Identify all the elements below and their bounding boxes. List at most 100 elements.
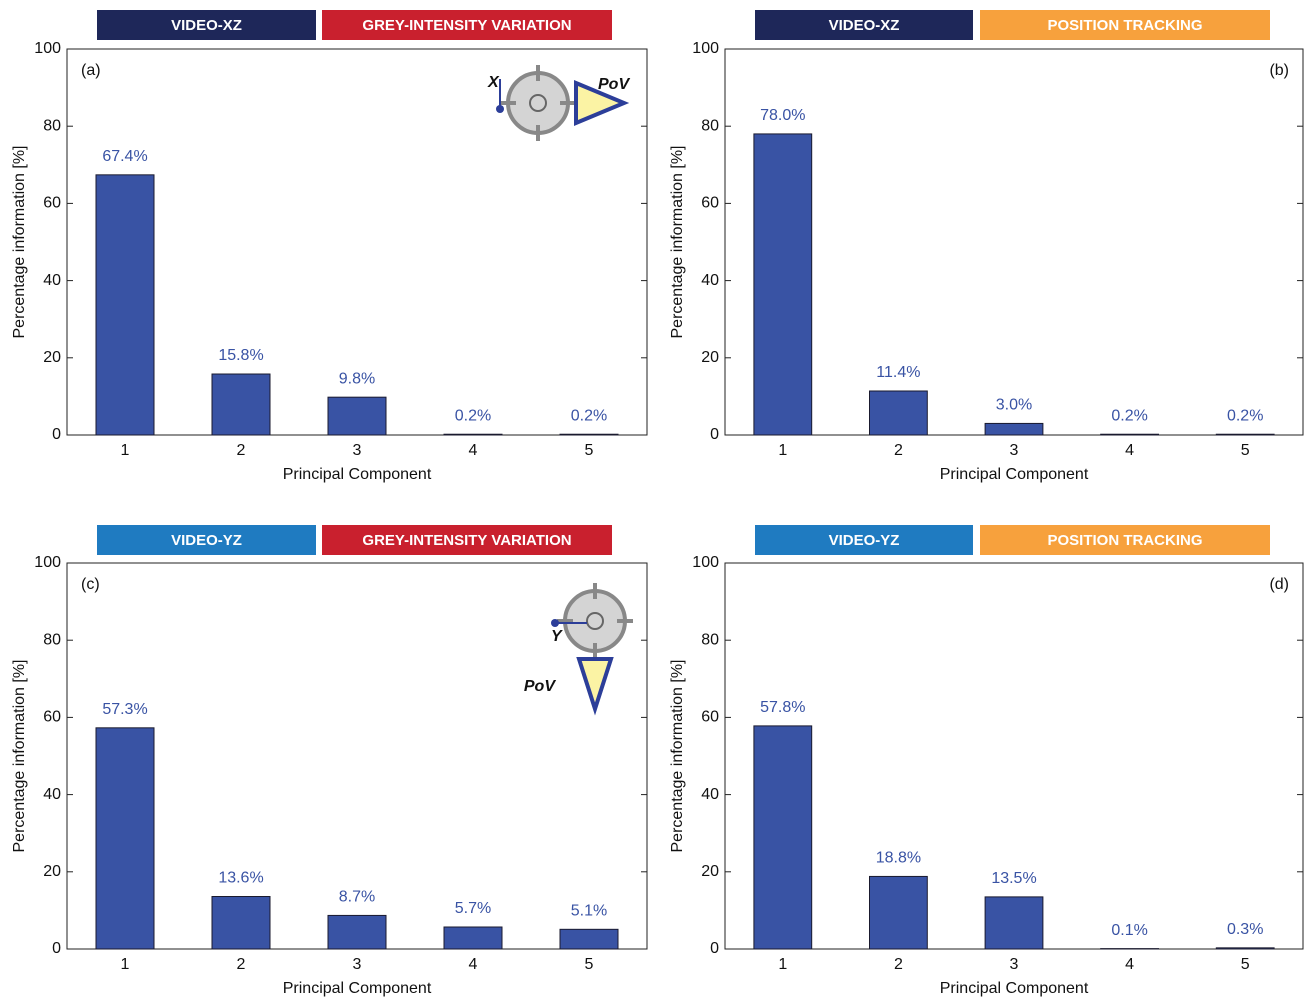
- bar: [559, 433, 619, 436]
- value-label: 13.6%: [218, 870, 263, 887]
- bar: [95, 727, 155, 950]
- y-tick-label: 80: [43, 117, 61, 134]
- icon-pov: [574, 80, 630, 126]
- y-tick-label: 60: [43, 195, 61, 212]
- x-tick-label: 3: [353, 442, 362, 459]
- x-tick-label: 3: [1010, 956, 1019, 973]
- banner-text: VIDEO-XZ: [171, 17, 242, 34]
- panel-label: (a): [81, 62, 101, 79]
- y-tick-label: 20: [701, 349, 719, 366]
- value-label: 13.5%: [991, 870, 1036, 887]
- plot-area: [724, 48, 1304, 436]
- x-axis-label: Principal Component: [283, 466, 432, 483]
- y-tick-label: 80: [43, 631, 61, 648]
- value-label: 8.7%: [339, 889, 375, 906]
- value-label: 9.8%: [339, 370, 375, 387]
- value-label: 0.2%: [571, 407, 607, 424]
- value-label: 0.1%: [1111, 922, 1147, 939]
- banner-text: VIDEO-YZ: [171, 532, 242, 549]
- bar: [211, 373, 271, 436]
- bar: [984, 422, 1044, 436]
- x-tick-label: 1: [778, 956, 787, 973]
- panel-label: (d): [1269, 576, 1289, 593]
- bar: [95, 174, 155, 436]
- icon: X PoV: [487, 65, 630, 141]
- value-label: 0.3%: [1227, 921, 1263, 938]
- x-tick-label: 1: [121, 442, 130, 459]
- x-tick-label: 4: [1125, 956, 1134, 973]
- banner: [322, 10, 612, 40]
- y-tick-label: 100: [34, 554, 61, 571]
- banner: [755, 525, 973, 555]
- bar: [443, 433, 503, 436]
- banner: [980, 10, 1270, 40]
- y-tick-label: 60: [701, 709, 719, 726]
- x-tick-label: 4: [469, 956, 478, 973]
- y-tick-label: 80: [701, 117, 719, 134]
- bar: [753, 133, 813, 436]
- y-tick-label: 80: [701, 631, 719, 648]
- y-tick-label: 20: [43, 349, 61, 366]
- banner: [755, 10, 973, 40]
- icon-dot: [551, 619, 559, 627]
- icon-pov-label: PoV: [524, 678, 556, 695]
- bar: [869, 390, 928, 436]
- x-tick-label: 5: [1241, 956, 1250, 973]
- value-label: 0.2%: [1111, 407, 1147, 424]
- icon: Y PoV: [524, 583, 633, 716]
- x-axis-label: Principal Component: [940, 466, 1089, 483]
- bar: [443, 926, 503, 950]
- banner-text: GREY-INTENSITY VARIATION: [362, 17, 571, 34]
- bar: [1215, 433, 1275, 436]
- x-tick-label: 5: [1241, 442, 1250, 459]
- x-tick-label: 2: [237, 442, 246, 459]
- x-axis-label: Principal Component: [283, 980, 432, 997]
- banner-text: POSITION TRACKING: [1047, 532, 1202, 549]
- y-tick-label: 100: [692, 554, 719, 571]
- y-tick-label: 0: [52, 940, 61, 957]
- y-tick-label: 0: [710, 426, 719, 443]
- bar: [559, 928, 619, 950]
- panel: VIDEO-YZ GREY-INTENSITY VARIATION 0 20 40 60 8…: [11, 525, 648, 997]
- x-tick-label: 5: [585, 956, 594, 973]
- bar: [869, 875, 928, 950]
- value-label: 67.4%: [102, 148, 147, 165]
- banner: [97, 10, 316, 40]
- panel: VIDEO-YZ POSITION TRACKING 0 20 40 60 80 100 57.…: [669, 525, 1304, 997]
- y-tick-label: 40: [701, 786, 719, 803]
- x-tick-label: 1: [121, 956, 130, 973]
- panel-label: (c): [81, 576, 100, 593]
- y-axis-label: Percentage information [%]: [11, 146, 28, 339]
- icon-axis-label: X: [487, 74, 500, 91]
- value-label: 18.8%: [876, 850, 921, 867]
- x-tick-label: 3: [353, 956, 362, 973]
- x-tick-label: 2: [894, 442, 903, 459]
- y-tick-label: 20: [701, 863, 719, 880]
- plot-area: [66, 562, 648, 950]
- bar: [211, 896, 271, 950]
- icon-dot: [496, 105, 504, 113]
- icon-ring: [563, 589, 627, 653]
- banner: [97, 525, 316, 555]
- banner-text: VIDEO-XZ: [829, 17, 900, 34]
- bar: [327, 914, 387, 950]
- banner-text: GREY-INTENSITY VARIATION: [362, 532, 571, 549]
- y-tick-label: 40: [701, 272, 719, 289]
- value-label: 3.0%: [996, 397, 1032, 414]
- x-tick-label: 2: [237, 956, 246, 973]
- y-tick-label: 40: [43, 786, 61, 803]
- banner-text: POSITION TRACKING: [1047, 17, 1202, 34]
- value-label: 15.8%: [218, 347, 263, 364]
- value-label: 0.2%: [1227, 407, 1263, 424]
- x-tick-label: 5: [585, 442, 594, 459]
- value-label: 5.7%: [455, 900, 491, 917]
- y-tick-label: 0: [52, 426, 61, 443]
- bar: [327, 396, 387, 436]
- icon-center: [586, 612, 604, 630]
- y-tick-label: 100: [34, 40, 61, 57]
- value-label: 57.3%: [102, 701, 147, 718]
- plot-area: [724, 562, 1304, 950]
- banner: [980, 525, 1270, 555]
- y-tick-label: 60: [701, 195, 719, 212]
